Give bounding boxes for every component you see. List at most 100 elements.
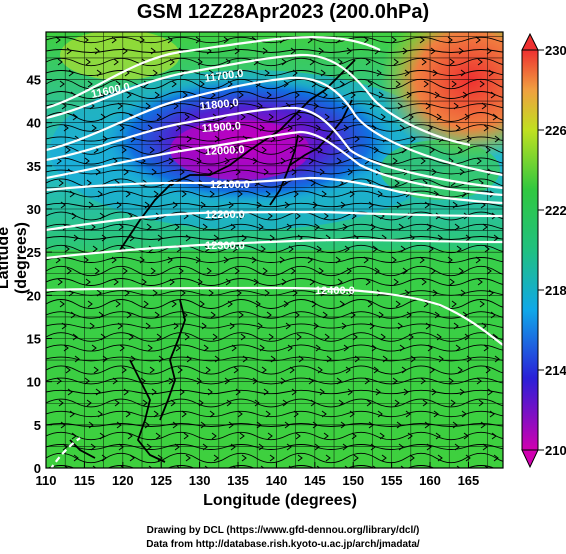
streamline-arrow [62, 443, 68, 451]
streamline-arrow [142, 399, 148, 407]
streamline-arrow [287, 124, 293, 132]
streamline-arrow [129, 234, 135, 242]
streamline-arrow [287, 344, 293, 352]
streamline-arrow [122, 47, 128, 55]
streamline-arrow [466, 355, 472, 363]
streamline-arrow [408, 113, 414, 121]
streamline [46, 344, 503, 352]
streamline-arrow [268, 333, 274, 341]
streamline-arrow [323, 212, 329, 220]
streamline-arrow [494, 135, 500, 143]
y-tick-label: 20 [27, 288, 41, 303]
streamline-arrow [203, 124, 209, 132]
x-axis-ticks: 110 115 120 125 130 135 140 145 150 155 160 165 [36, 462, 479, 488]
streamline-arrow [316, 245, 322, 253]
streamline-arrow [224, 377, 230, 385]
streamline-arrow [479, 300, 485, 308]
streamline-arrow [296, 333, 302, 341]
streamline-arrow [426, 223, 432, 231]
y-tick-label: 30 [27, 202, 41, 217]
streamline-arrow [203, 344, 209, 352]
contour-label: 12100.0 [210, 179, 250, 191]
streamline-arrow [267, 212, 273, 220]
streamline-arrow [341, 322, 347, 330]
streamline-arrow [347, 168, 353, 176]
streamline-arrow [324, 113, 330, 121]
streamline-arrow [145, 102, 151, 110]
x-tick-label: 140 [266, 473, 288, 488]
streamline-arrow [206, 267, 212, 275]
streamline-arrow [309, 58, 315, 66]
streamline-arrow [341, 102, 347, 110]
streamline-arrow [91, 344, 97, 352]
streamline-arrow [172, 421, 178, 429]
streamline-arrow [100, 113, 106, 121]
streamline-arrow [423, 80, 429, 88]
streamline-arrow [231, 124, 237, 132]
streamline-arrow [126, 311, 132, 319]
streamline-arrow [119, 344, 125, 352]
streamline-arrow [481, 322, 487, 330]
streamline-arrow [69, 190, 75, 198]
streamline-arrow [196, 377, 202, 385]
streamline-arrow [126, 91, 132, 99]
streamline-arrow [455, 124, 461, 132]
streamline-arrow [260, 245, 266, 253]
streamline-arrow [281, 278, 287, 286]
x-tick-label: 115 [74, 473, 95, 488]
streamline-arrow [282, 399, 288, 407]
streamline-arrow [320, 69, 326, 77]
streamline-arrow [463, 432, 469, 440]
streamline-arrow [336, 157, 342, 165]
colorbar-min-arrow [521, 449, 539, 469]
streamline-arrow [101, 454, 107, 462]
credit-drawing: Drawing by DCL (https://www.gfd-dennou.o… [146, 525, 420, 536]
contour-12200 [46, 210, 503, 232]
streamline-arrow [181, 190, 187, 198]
streamline [46, 103, 503, 109]
streamline-arrow [406, 311, 412, 319]
streamline-arrow [56, 377, 62, 385]
streamline-arrow [313, 322, 319, 330]
streamline-arrow [127, 432, 133, 440]
streamline [46, 365, 503, 375]
streamline-arrow [97, 190, 103, 198]
height-contours [46, 36, 503, 468]
streamline-arrow [490, 311, 496, 319]
streamline-arrow [419, 256, 425, 264]
streamline-arrow [214, 355, 220, 363]
streamline-arrow [372, 245, 378, 253]
streamline-arrow [176, 465, 181, 468]
streamline-arrow [399, 124, 405, 132]
streamline [46, 236, 503, 240]
streamline-arrow [177, 366, 183, 374]
streamline-arrow [378, 311, 384, 319]
streamline-arrow [199, 80, 205, 88]
streamline-arrow [59, 80, 65, 88]
streamline-arrow [182, 91, 188, 99]
streamline-arrow [263, 388, 269, 396]
streamline-arrow [410, 355, 416, 363]
streamline-arrow [425, 322, 431, 330]
streamline-arrow [371, 344, 377, 352]
streamline [46, 169, 503, 175]
streamline [46, 223, 503, 231]
streamline-arrow [400, 245, 406, 253]
streamline-arrow [480, 201, 486, 209]
streamline-arrow [458, 267, 464, 275]
streamline-arrow [336, 377, 342, 385]
streamline-arrow [86, 179, 92, 187]
streamline-arrow [196, 157, 202, 165]
contour-11600 [46, 36, 381, 110]
streamline-arrow [93, 366, 99, 374]
streamline-arrow [379, 432, 385, 440]
streamline-arrow [459, 388, 465, 396]
streamline-arrow [151, 168, 157, 176]
streamline-arrow [354, 355, 360, 363]
streamline-arrow [139, 256, 145, 264]
streamline-arrow [289, 366, 295, 374]
streamline-arrow [343, 344, 349, 352]
streamline-arrow [434, 91, 440, 99]
streamline-arrow [295, 432, 301, 440]
streamline-arrow [324, 333, 330, 341]
